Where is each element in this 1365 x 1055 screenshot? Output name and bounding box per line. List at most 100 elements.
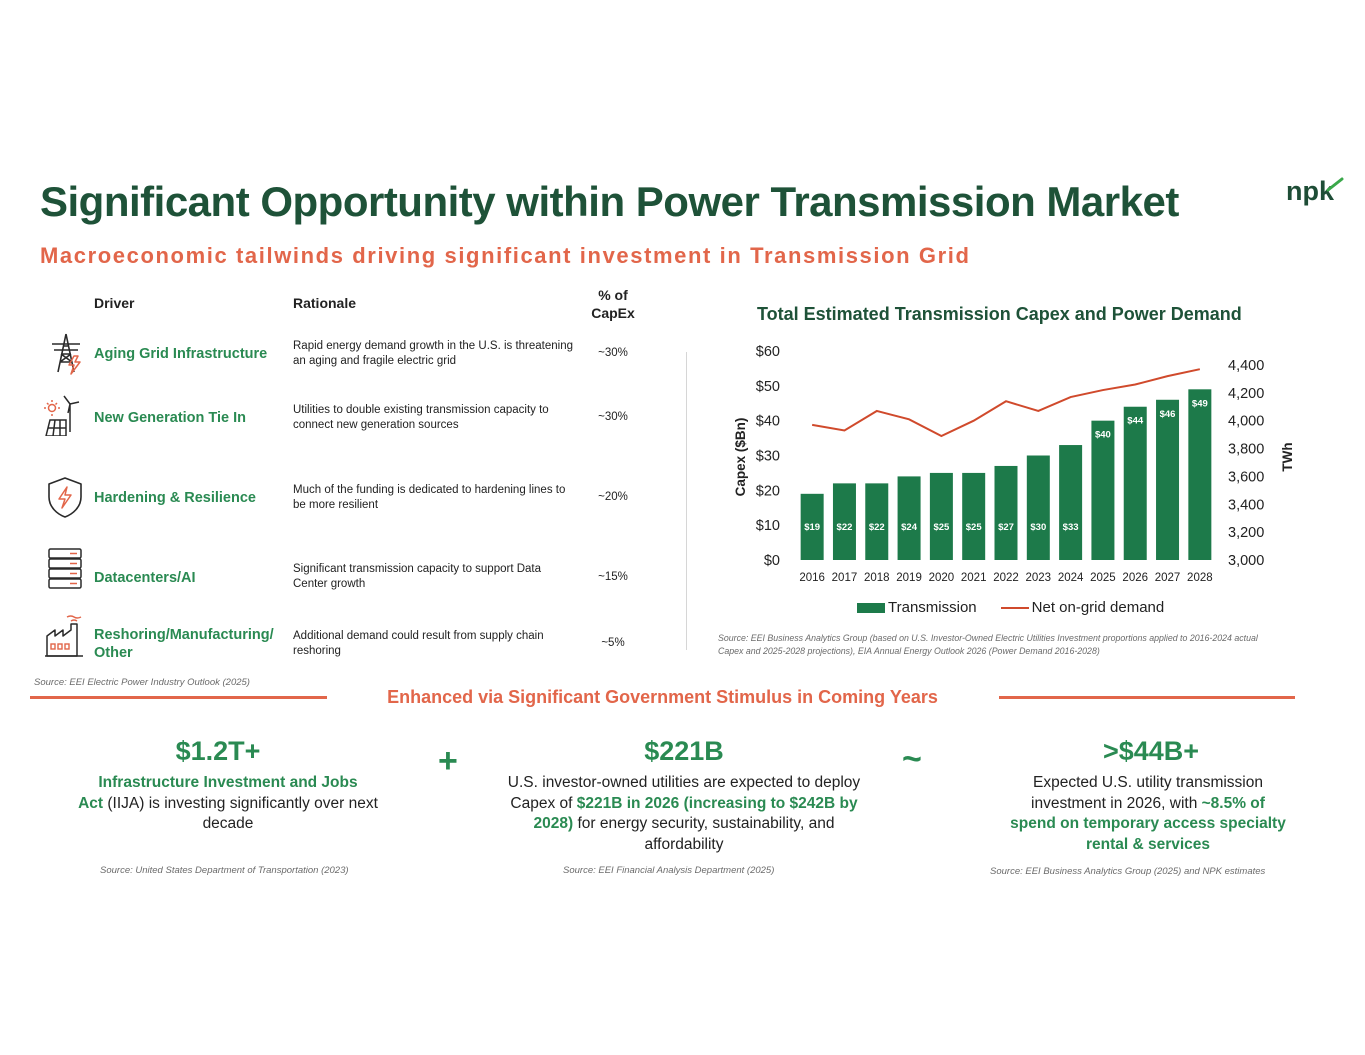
x-tick-label: 2022 <box>993 572 1019 584</box>
axes-group: 2016 2017 2018 2019 2020 2021 2022 2023 2024 2025… <box>733 344 1295 584</box>
stat-transmission-source: Source: EEI Business Analytics Group (20… <box>990 866 1266 877</box>
bar <box>865 483 889 560</box>
page-subtitle: Macroeconomic tailwinds driving signific… <box>40 243 971 268</box>
bar <box>1123 406 1147 560</box>
line-group <box>811 368 1201 438</box>
bar <box>1091 420 1115 560</box>
bars-group: $19 $22 $22 $24 $25 $25 $27 $30 $33 $40 $44 $46 $49 <box>800 389 1212 560</box>
bar-data-label: $27 <box>998 522 1014 533</box>
driver-aging-grid: Aging Grid Infrastructure <box>94 346 268 362</box>
x-tick-label: 2028 <box>1187 572 1213 584</box>
x-tick-label: 2024 <box>1058 572 1084 584</box>
rationale-reshoring: Additional demand could result from supp… <box>293 630 544 657</box>
driver-datacenters: Datacenters/AI <box>94 570 196 586</box>
stat-iija-bold1: Infrastructure Investment and Jobs <box>98 774 358 791</box>
bar-data-label: $44 <box>1127 416 1144 427</box>
plus-operator: + <box>438 742 458 780</box>
bar <box>1188 389 1212 560</box>
header-pct-line1: % of <box>598 287 628 303</box>
x-tick-label: 2016 <box>799 572 825 584</box>
driver-new-generation: New Generation Tie In <box>94 410 247 426</box>
y2-tick-label: 3,400 <box>1228 497 1264 513</box>
x-tick-label: 2017 <box>832 572 858 584</box>
bar <box>800 493 824 560</box>
y-tick-label: $10 <box>756 518 780 534</box>
stat-capex-text2: for energy security, sustainability, and… <box>573 815 835 853</box>
bar-data-label: $22 <box>837 522 853 533</box>
y2-tick-label: 4,400 <box>1228 358 1264 374</box>
pct-aging-grid: ~30% <box>598 347 628 359</box>
y2-axis-title: TWh <box>1280 442 1295 471</box>
chart-legend: Transmission Net on-grid demand <box>857 599 1164 616</box>
bar-data-label: $25 <box>966 522 983 533</box>
bar-data-label: $24 <box>901 522 918 533</box>
x-tick-label: 2023 <box>1026 572 1052 584</box>
rationale-hardening: Much of the funding is dedicated to hard… <box>293 484 566 511</box>
bar-data-label: $40 <box>1095 430 1111 441</box>
driver-reshoring: Reshoring/Manufacturing/ Other <box>94 626 274 662</box>
bar-data-label: $25 <box>933 522 950 533</box>
y2-tick-label: 4,000 <box>1228 414 1264 430</box>
legend-swatch-transmission <box>857 602 885 613</box>
tilde-operator: ~ <box>902 740 922 778</box>
legend-label-demand: Net on-grid demand <box>1031 599 1165 616</box>
bar-data-label: $46 <box>1160 409 1176 420</box>
x-tick-label: 2027 <box>1155 572 1181 584</box>
stat-iija-source: Source: United States Department of Tran… <box>100 865 349 876</box>
driver-reshoring-line2: Other <box>94 645 133 661</box>
y-axis-title: Capex ($Bn) <box>733 418 748 497</box>
chart-title: Total Estimated Transmission Capex and P… <box>757 304 1242 324</box>
x-tick-label: 2019 <box>896 572 922 584</box>
vertical-divider <box>686 352 687 650</box>
x-tick-label: 2018 <box>864 572 890 584</box>
stat-iija-bold2: Act <box>78 794 104 812</box>
y2-tick-label: 4,200 <box>1228 386 1264 402</box>
bar <box>1026 455 1050 560</box>
rationale-aging-grid: Rapid energy demand growth in the U.S. i… <box>293 340 573 367</box>
rationale-datacenters: Significant transmission capacity to sup… <box>293 563 542 590</box>
pct-new-generation: ~30% <box>598 411 628 423</box>
stat-iija-text: (IIJA) is investing significantly over n… <box>103 794 378 833</box>
chart-source-line1: Source: EEI Business Analytics Group (ba… <box>718 633 1258 643</box>
stat-capex-value: $221B <box>644 736 724 766</box>
y2-tick-label: 3,200 <box>1228 525 1264 541</box>
stat-transmission-value: >$44B+ <box>1102 736 1200 766</box>
x-tick-label: 2020 <box>929 572 955 584</box>
stat-iija-value: $1.2T+ <box>175 736 261 766</box>
x-tick-label: 2026 <box>1122 572 1148 584</box>
stat-iija-description: Infrastructure Investment and Jobs Act (I… <box>78 773 378 835</box>
logo-text: npk <box>1286 176 1335 206</box>
header-pct-capex: % of CapEx <box>583 286 643 322</box>
stimulus-divider-right <box>999 696 1295 699</box>
capex-demand-chart: $19 $22 $22 $24 $25 $25 $27 $30 $33$40$44$46$49 … <box>733 344 1295 584</box>
y-tick-label: $30 <box>756 449 780 465</box>
rationale-new-generation: Utilities to double existing transmissio… <box>293 404 549 431</box>
transmission-tower-icon <box>52 333 81 375</box>
driver-reshoring-line1: Reshoring/Manufacturing/ <box>94 627 274 643</box>
stat-capex-bold: $221B in 2026 (increasing to $242B by 20… <box>533 794 858 833</box>
header-rationale: Rationale <box>293 295 357 311</box>
drivers-source: Source: EEI Electric Power Industry Outl… <box>34 677 250 688</box>
driver-hardening: Hardening & Resilience <box>94 490 256 506</box>
factory-icon <box>45 615 83 657</box>
bar <box>1059 445 1083 560</box>
x-tick-label: 2021 <box>961 572 987 584</box>
stat-capex-text1: U.S. investor-owned utilities are expect… <box>507 774 861 812</box>
header-pct-line2: CapEx <box>591 305 635 321</box>
y-tick-label: $0 <box>764 553 780 569</box>
pct-datacenters: ~15% <box>598 571 628 583</box>
bar-data-label: $49 <box>1192 398 1208 409</box>
legend-label-transmission: Transmission <box>888 599 977 616</box>
bar <box>962 472 986 560</box>
page-title: Significant Opportunity within Power Tra… <box>40 178 1179 225</box>
stat-transmission-text1: Expected U.S. utility transmission inves… <box>1031 774 1263 812</box>
npk-logo: npk <box>1286 176 1344 206</box>
bar-data-label: $19 <box>804 522 820 533</box>
y-tick-label: $50 <box>756 379 780 395</box>
bar <box>897 476 921 560</box>
legend-swatch-demand <box>1000 606 1029 609</box>
y2-tick-label: 3,000 <box>1228 553 1264 569</box>
bar-data-label: $30 <box>1030 522 1046 533</box>
server-rack-icon <box>48 548 82 589</box>
wind-solar-icon <box>44 395 80 436</box>
